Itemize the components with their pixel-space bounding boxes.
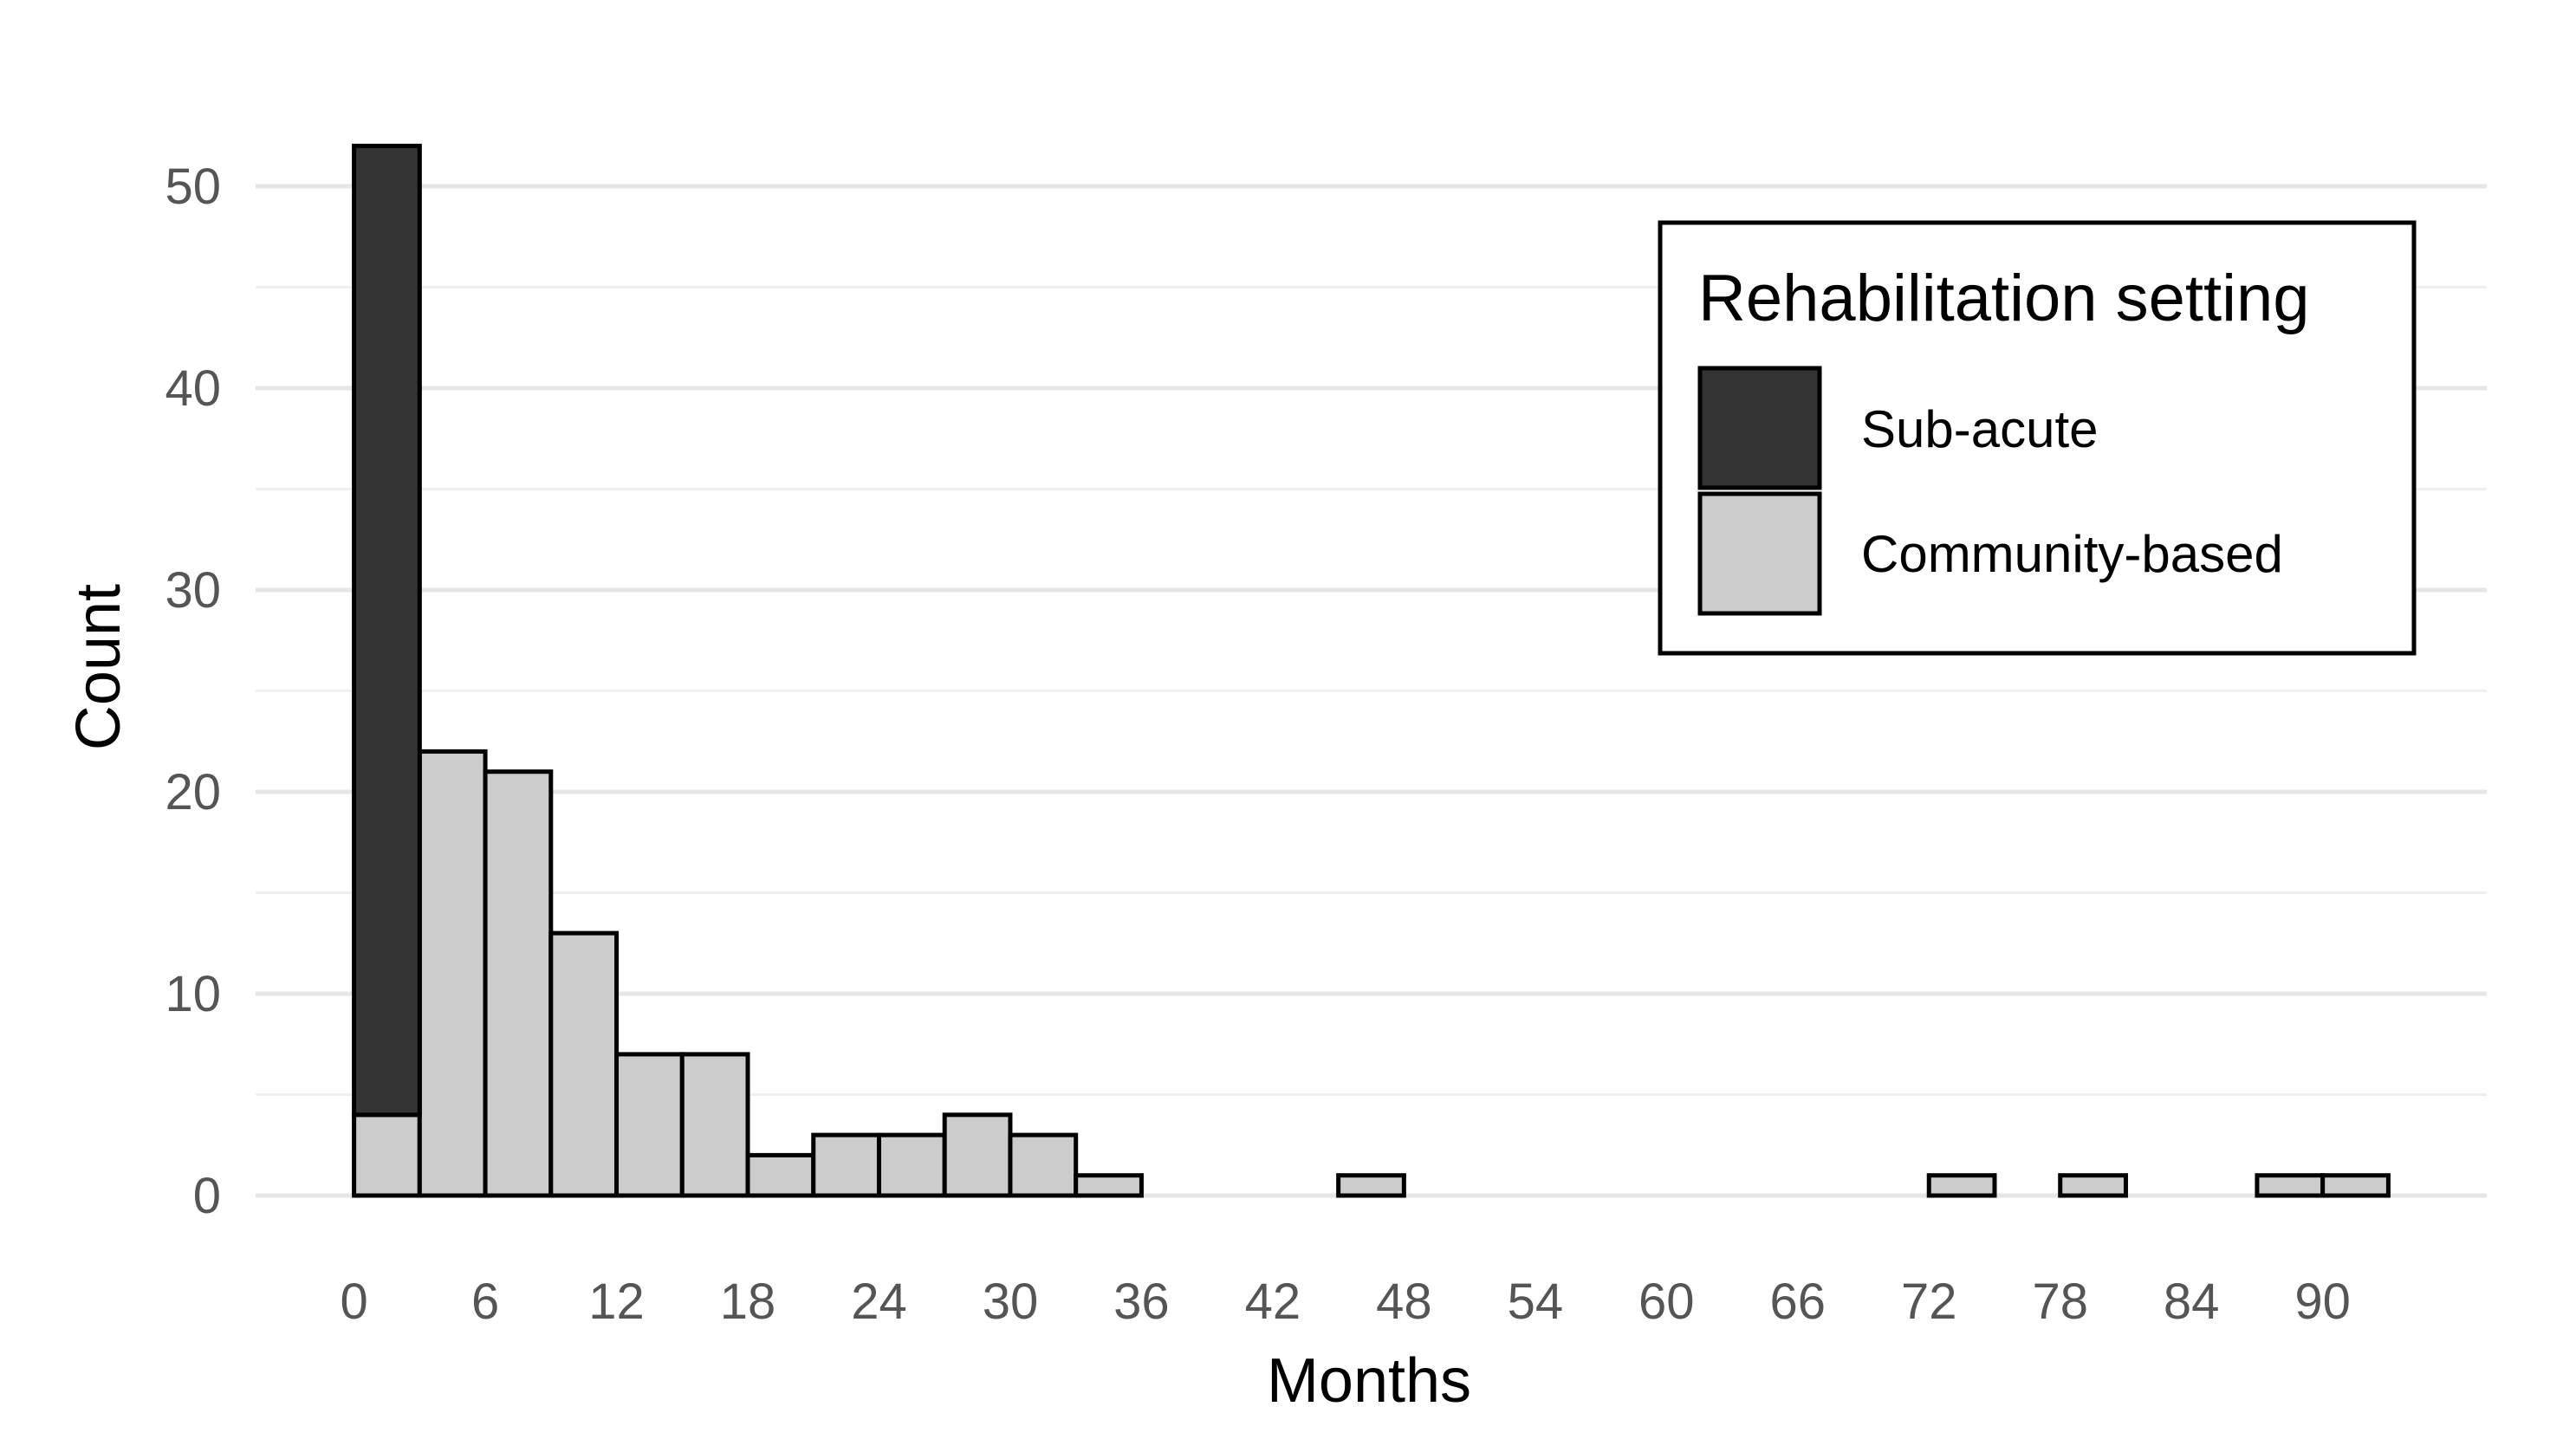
legend-title: Rehabilitation setting (1698, 262, 2310, 335)
bar-community-based (417, 749, 488, 1198)
y-axis-title: Count (64, 584, 133, 750)
x-axis-ticks: 0 6 12 18 24 30 36 42 48 54 60 66 72 78 84 90 (340, 1274, 2350, 1330)
legend-label-community-based: Community-based (1861, 525, 2283, 583)
bar-community-based (942, 1112, 1013, 1198)
x-tick-label: 54 (1508, 1274, 1564, 1330)
y-axis-ticks: 0 10 20 30 40 50 (165, 159, 221, 1224)
bar-community-based (352, 1112, 422, 1198)
bar-community-based (2255, 1173, 2326, 1198)
bar-community-based (1926, 1173, 1997, 1198)
bar-community-based (1008, 1132, 1079, 1198)
y-tick-label: 50 (165, 159, 221, 215)
bar-community-based (811, 1132, 881, 1198)
bar-community-based (1336, 1173, 1406, 1198)
x-tick-label: 84 (2164, 1274, 2220, 1330)
bar-community-based (876, 1132, 947, 1198)
histogram-bars (352, 143, 2391, 1198)
legend: Rehabilitation setting Sub-acute Communi… (1658, 220, 2417, 656)
bar-community-based (2058, 1173, 2128, 1198)
legend-swatch-community-based (1697, 491, 1822, 616)
bar-community-based (745, 1152, 816, 1198)
bar-community-based (2320, 1173, 2391, 1198)
x-tick-label: 78 (2032, 1274, 2088, 1330)
x-tick-label: 24 (851, 1274, 907, 1330)
x-tick-label: 48 (1376, 1274, 1432, 1330)
bar-community-based (548, 930, 620, 1198)
bar-community-based (483, 769, 554, 1198)
y-tick-label: 20 (165, 764, 221, 820)
bar-community-based (679, 1052, 750, 1198)
legend-swatch-sub-acute (1697, 366, 1822, 490)
x-tick-label: 42 (1245, 1274, 1301, 1330)
y-tick-label: 10 (165, 966, 221, 1022)
x-tick-label: 66 (1770, 1274, 1827, 1330)
legend-label-sub-acute: Sub-acute (1861, 400, 2099, 458)
x-tick-label: 18 (720, 1274, 776, 1330)
x-tick-label: 0 (340, 1274, 367, 1330)
y-tick-label: 30 (165, 562, 221, 619)
x-tick-label: 36 (1113, 1274, 1170, 1330)
x-tick-label: 90 (2294, 1274, 2351, 1330)
x-axis-title: Months (1267, 1346, 1471, 1416)
x-tick-label: 60 (1638, 1274, 1695, 1330)
bar-community-based (614, 1052, 685, 1198)
y-tick-label: 40 (165, 360, 221, 417)
bar-community-based (1074, 1173, 1144, 1198)
x-tick-label: 72 (1901, 1274, 1957, 1330)
x-tick-label: 6 (471, 1274, 499, 1330)
x-tick-label: 12 (588, 1274, 645, 1330)
bar-sub-acute (352, 143, 422, 1118)
x-tick-label: 30 (983, 1274, 1039, 1330)
y-tick-label: 0 (193, 1168, 221, 1224)
